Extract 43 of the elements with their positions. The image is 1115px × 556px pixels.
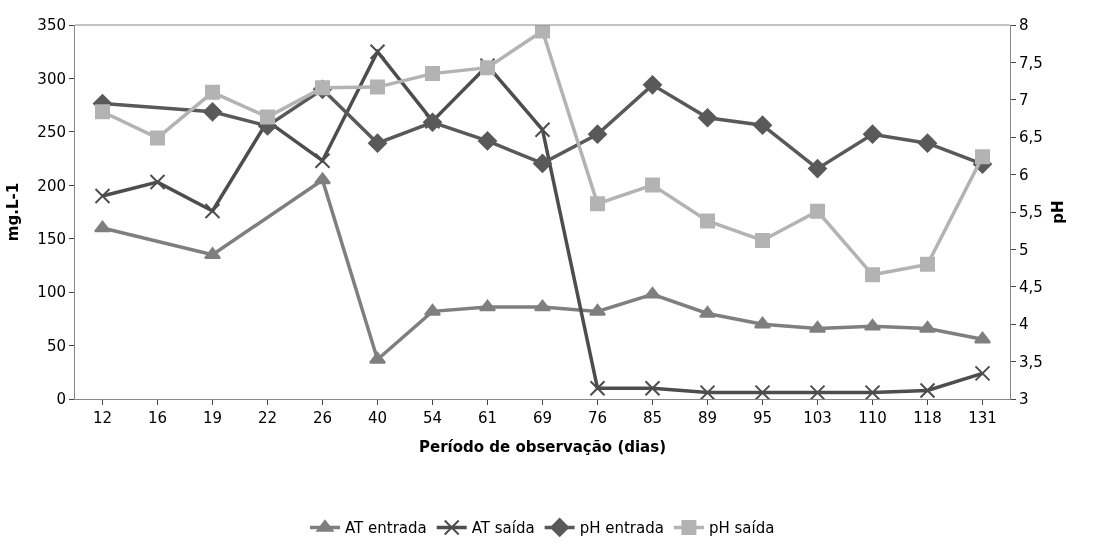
y2-tick-label: 4 bbox=[1019, 315, 1029, 334]
y2-tick-label: 5 bbox=[1019, 240, 1029, 259]
x-tick-label: 95 bbox=[752, 409, 773, 427]
x-tick-label: 69 bbox=[532, 409, 553, 427]
x-tick-label: 89 bbox=[697, 409, 718, 427]
y-tick-label: 50 bbox=[46, 336, 66, 355]
y2-tick-label: 5,5 bbox=[1019, 203, 1043, 222]
y2-tick-label: 6,5 bbox=[1019, 128, 1043, 147]
x-tick-label: 61 bbox=[477, 409, 498, 427]
x-tick-label: 85 bbox=[642, 409, 663, 427]
legend-label: AT entrada bbox=[345, 519, 427, 538]
y-tick-label: 0 bbox=[56, 390, 66, 409]
y-tick-label: 100 bbox=[37, 283, 66, 302]
y2-tick-label: 3 bbox=[1019, 390, 1029, 409]
x-tick-label: 12 bbox=[92, 409, 113, 427]
y2-tick-label: 3,5 bbox=[1019, 352, 1043, 371]
x-tick-label: 22 bbox=[257, 409, 278, 427]
legend-label: AT saída bbox=[471, 519, 535, 538]
y2-tick-label: 6 bbox=[1019, 165, 1029, 184]
x-tick-label: 16 bbox=[147, 409, 168, 427]
x-tick-label: 103 bbox=[803, 409, 832, 427]
y-tick-label: 250 bbox=[37, 123, 66, 142]
legend-label: pH saída bbox=[708, 519, 775, 538]
legend-label: pH entrada bbox=[579, 519, 664, 538]
y-tick-label: 150 bbox=[37, 229, 66, 248]
x-tick-label: 54 bbox=[422, 409, 443, 427]
y-tick-label: 200 bbox=[37, 176, 66, 195]
y2-axis-title: pH bbox=[1048, 200, 1067, 224]
x-tick-label: 19 bbox=[202, 409, 223, 427]
x-tick-label: 118 bbox=[913, 409, 942, 427]
y-tick-label: 350 bbox=[37, 16, 66, 35]
y2-tick-label: 4,5 bbox=[1019, 278, 1043, 297]
y-axis-title: mg.L-1 bbox=[3, 182, 22, 242]
x-tick-label: 131 bbox=[968, 409, 997, 427]
y2-tick-label: 7 bbox=[1019, 91, 1029, 110]
y-tick-label: 300 bbox=[37, 69, 66, 88]
x-axis-title: Período de observação (dias) bbox=[418, 438, 667, 456]
x-tick-label: 40 bbox=[367, 409, 388, 427]
x-tick-label: 76 bbox=[587, 409, 608, 427]
y2-tick-label: 8 bbox=[1019, 16, 1029, 35]
x-tick-label: 110 bbox=[858, 409, 887, 427]
y2-tick-label: 7,5 bbox=[1019, 53, 1043, 72]
x-tick-label: 26 bbox=[312, 409, 333, 427]
